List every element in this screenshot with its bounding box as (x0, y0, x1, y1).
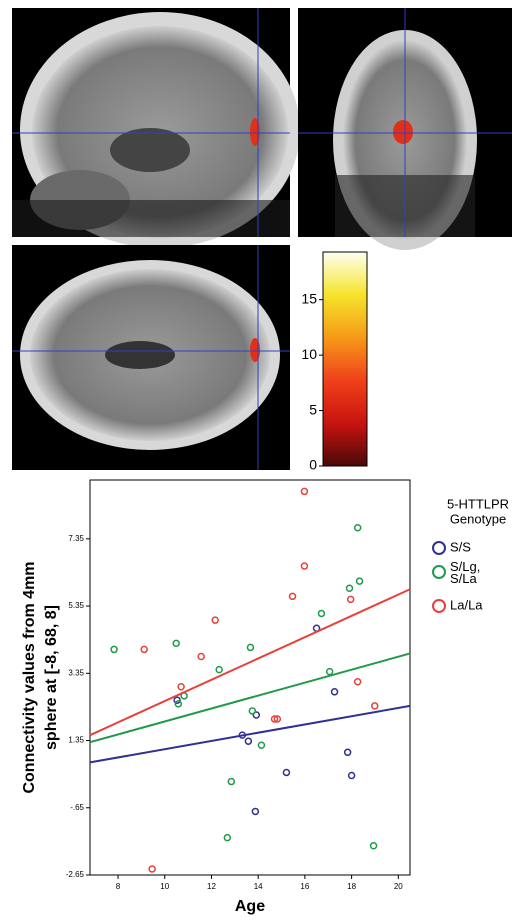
x-axis-label: Age (235, 898, 265, 915)
colorbar-tick-label: 5 (309, 401, 317, 417)
colorbar: 0 5 10 15 (301, 252, 367, 473)
legend-swatch (433, 600, 445, 612)
legend-label: S/S (450, 539, 471, 554)
x-tick-label: 18 (347, 882, 356, 891)
colorbar-scale (323, 252, 367, 466)
colorbar-tick-label: 0 (309, 457, 317, 473)
colorbar-tick-label: 15 (301, 290, 317, 306)
y-axis-label: Connectivity values from 4mm (21, 561, 38, 793)
y-tick-label: -2.65 (66, 870, 85, 879)
x-tick-label: 20 (394, 882, 403, 891)
x-tick-label: 10 (160, 882, 169, 891)
page: 0 5 10 15 -2.65 -.65 1.35 3.35 5.35 7.35 8 10 12 14 1… (0, 0, 528, 923)
x-tick-label: 16 (300, 882, 309, 891)
y-tick-label: 5.35 (68, 601, 84, 610)
legend-title: Genotype (450, 511, 506, 526)
legend-label: La/La (450, 597, 483, 612)
sagittal-slice (12, 8, 300, 248)
legend-swatch (433, 542, 445, 554)
axial-slice (12, 245, 290, 470)
figure: 0 5 10 15 -2.65 -.65 1.35 3.35 5.35 7.35 8 10 12 14 1… (0, 0, 528, 923)
y-tick-label: 7.35 (68, 534, 84, 543)
x-tick-label: 14 (254, 882, 263, 891)
legend-label: S/Lg,S/La (450, 559, 480, 586)
y-tick-label: 1.35 (68, 736, 84, 745)
coronal-slice (298, 8, 512, 250)
y-tick-label: -.65 (70, 803, 84, 812)
colorbar-tick-label: 10 (301, 346, 317, 362)
y-tick-label: 3.35 (68, 668, 84, 677)
legend-swatch (433, 566, 445, 578)
x-tick-label: 8 (116, 882, 121, 891)
scatter-plot: -2.65 -.65 1.35 3.35 5.35 7.35 8 10 12 14 16 18 20 Ag… (21, 480, 410, 915)
legend-title: 5-HTTLPR (447, 496, 509, 511)
x-tick-label: 12 (207, 882, 216, 891)
y-axis-label: sphere at [-8, 68, 8] (43, 605, 60, 750)
